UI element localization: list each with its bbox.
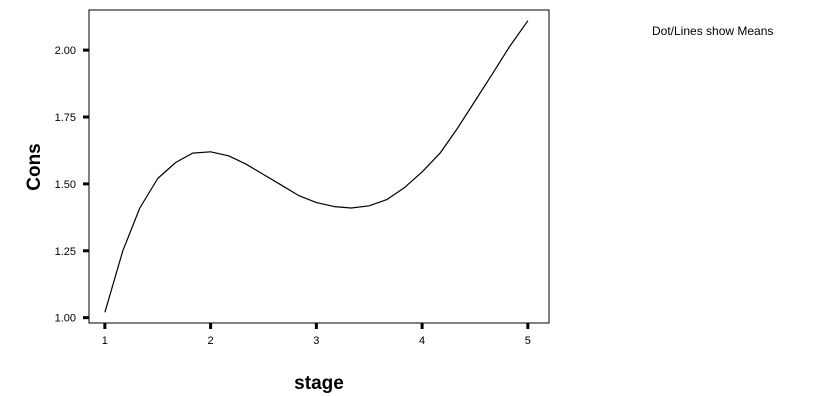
x-tick-label: 5 — [525, 335, 531, 347]
x-tick-label: 4 — [419, 335, 425, 347]
y-tick-label: 1.25 — [55, 246, 76, 258]
y-tick-label: 1.75 — [55, 112, 76, 124]
x-axis-title: stage — [294, 373, 344, 394]
series-line — [104, 20, 529, 313]
means-annotation: Dot/Lines show Means — [652, 24, 773, 38]
y-tick-label: 2.00 — [55, 45, 76, 57]
y-axis-title: Cons — [24, 143, 45, 191]
series-layer — [104, 20, 529, 313]
y-tick-label: 1.00 — [55, 313, 76, 325]
plot-frame — [88, 9, 550, 324]
x-tick-label: 2 — [208, 335, 214, 347]
x-tick-label: 1 — [102, 335, 108, 347]
x-tick-label: 3 — [313, 335, 319, 347]
x-axis: 1 2 3 4 5 — [102, 323, 531, 347]
y-axis: 1.00 1.25 1.50 1.75 2.00 — [55, 45, 89, 325]
y-tick-label: 1.50 — [55, 179, 76, 191]
